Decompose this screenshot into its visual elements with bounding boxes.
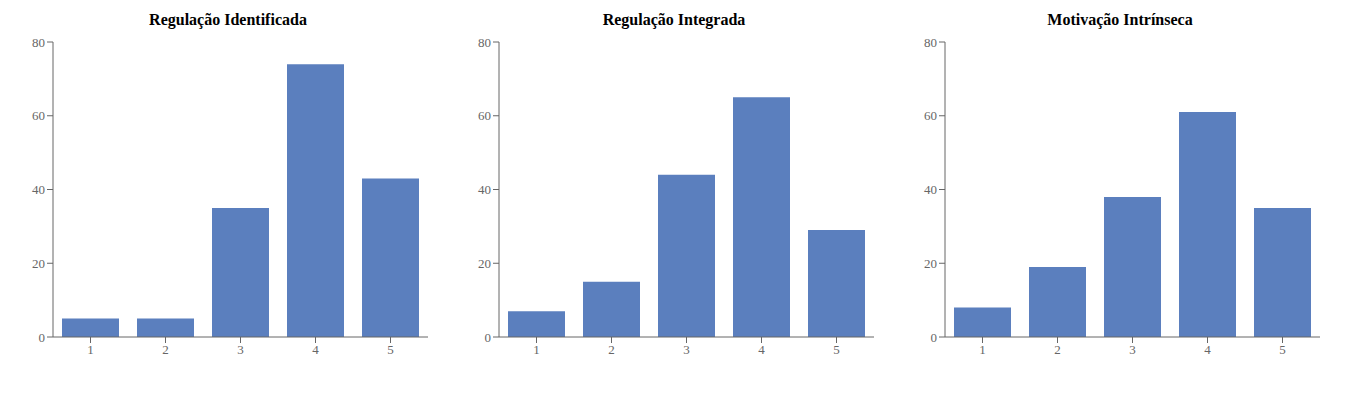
html-text:Regulação Identificada: Regulação Identificada bbox=[149, 11, 307, 28]
svg-text:60: 60 bbox=[924, 108, 937, 123]
svg-text:40: 40 bbox=[924, 182, 937, 197]
svg-text:4: 4 bbox=[758, 342, 765, 357]
svg-text:0: 0 bbox=[931, 330, 938, 345]
svg-text:60: 60 bbox=[478, 108, 491, 123]
svg-text:80: 80 bbox=[924, 35, 937, 50]
svg-text:5: 5 bbox=[387, 342, 394, 357]
svg-text:3: 3 bbox=[237, 342, 244, 357]
html-text:Regulação Integrada: Regulação Integrada bbox=[602, 11, 746, 28]
svg-text:0: 0 bbox=[39, 330, 46, 345]
svg-text:20: 20 bbox=[924, 256, 937, 271]
html-text:Motivação Intrínseca: Motivação Intrínseca bbox=[1047, 11, 1193, 28]
svg-text:1: 1 bbox=[87, 342, 94, 357]
svg-text:0: 0 bbox=[485, 330, 492, 345]
svg-text:20: 20 bbox=[32, 256, 45, 271]
svg-text:4: 4 bbox=[312, 342, 319, 357]
svg-text:20: 20 bbox=[478, 256, 491, 271]
svg-text:40: 40 bbox=[32, 182, 45, 197]
svg-text:1: 1 bbox=[533, 342, 540, 357]
svg-text:80: 80 bbox=[478, 35, 491, 50]
svg-text:80: 80 bbox=[32, 35, 45, 50]
svg-text:5: 5 bbox=[833, 342, 840, 357]
svg-text:3: 3 bbox=[1129, 342, 1136, 357]
svg-text:2: 2 bbox=[162, 342, 169, 357]
svg-text:3: 3 bbox=[683, 342, 690, 357]
svg-text:60: 60 bbox=[32, 108, 45, 123]
svg-text:1: 1 bbox=[979, 342, 986, 357]
svg-text:5: 5 bbox=[1279, 342, 1286, 357]
svg-text:4: 4 bbox=[1204, 342, 1211, 357]
svg-text:2: 2 bbox=[608, 342, 615, 357]
svg-text:2: 2 bbox=[1054, 342, 1061, 357]
svg-text:40: 40 bbox=[478, 182, 491, 197]
